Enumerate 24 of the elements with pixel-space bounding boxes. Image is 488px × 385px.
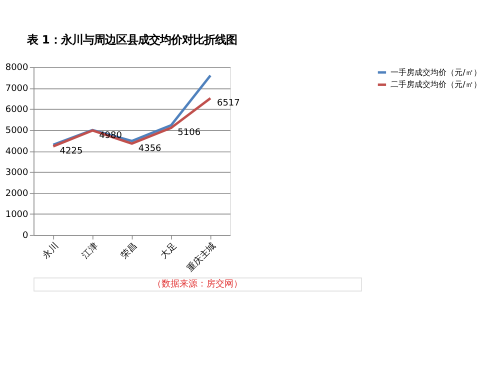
y-tick-label: 0	[22, 230, 29, 241]
y-tick-label: 7000	[5, 84, 29, 94]
legend-label: 二手房成交均价（元/㎡）	[390, 79, 482, 90]
x-tick-label: 大足	[158, 240, 179, 262]
line-series	[52, 74, 212, 146]
y-tick-label: 3000	[5, 168, 29, 178]
x-tick-label: 荣昌	[119, 240, 140, 262]
y-tick-label: 5000	[5, 126, 29, 136]
data-label: 4980	[99, 130, 122, 141]
text: （数据来源：房交网）	[152, 278, 242, 290]
y-tick-label: 4000	[5, 146, 29, 157]
x-tick-label: 永川	[40, 240, 61, 262]
y-tick-label: 8000	[5, 62, 29, 73]
data-label: 5106	[178, 128, 201, 138]
data-label: 6517	[216, 98, 240, 109]
legend-label: 一手房成交均价（元/㎡）	[390, 66, 482, 77]
y-tick-label: 1000	[5, 210, 29, 220]
data-label: 4225	[60, 146, 83, 157]
chart-title: 表 1：永川与周边区县成交均价对比折线图	[26, 32, 237, 46]
x-tick-label: 重庆主城	[184, 240, 218, 274]
y-tick-label: 2000	[5, 188, 29, 199]
x-tick-label: 江津	[80, 240, 100, 262]
data-label: 4356	[138, 144, 162, 154]
y-tick-label: 6000	[5, 104, 29, 115]
